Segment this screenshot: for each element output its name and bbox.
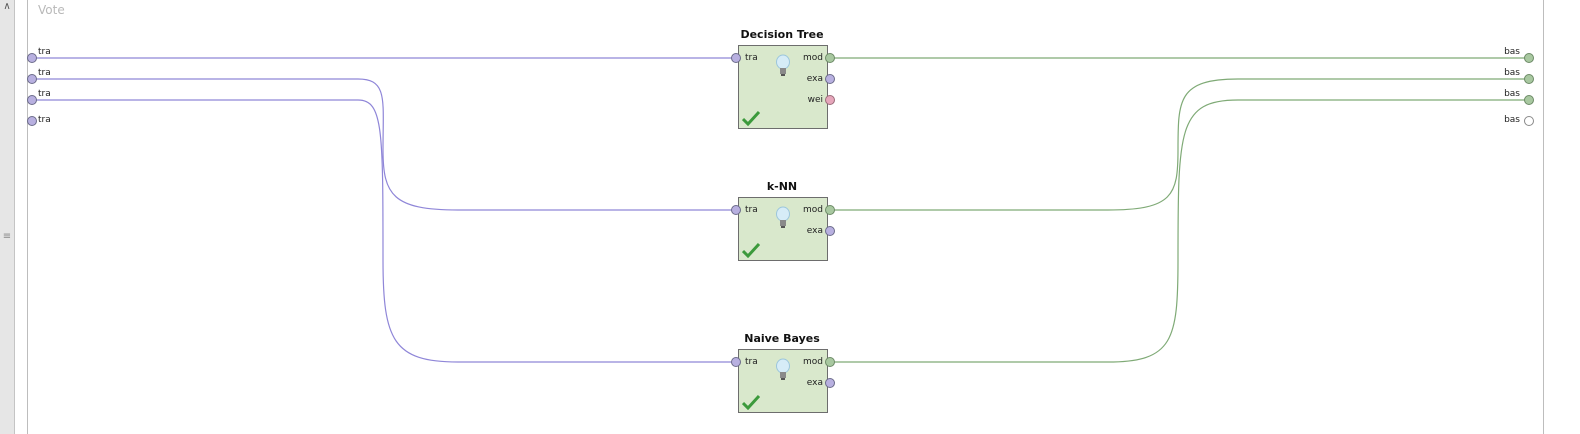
operator-output-label: mod <box>803 357 823 367</box>
operator-input-label: tra <box>745 53 758 63</box>
wire-input-2-knn <box>33 78 734 211</box>
scroll-up-icon[interactable]: ∧ <box>3 1 11 12</box>
lightbulb-icon <box>776 358 790 380</box>
process-canvas[interactable]: Vote tra tra tra tra bas bas bas bas Dec… <box>27 0 1544 434</box>
scrollbar-grip-icon[interactable]: ≡ <box>2 231 12 242</box>
lightbulb-icon <box>776 206 790 228</box>
operator-input-port[interactable] <box>731 53 741 63</box>
input-port-label: tra <box>38 47 51 57</box>
input-port-label: tra <box>38 68 51 78</box>
operator-input-port[interactable] <box>731 357 741 367</box>
operator-output-label: mod <box>803 205 823 215</box>
input-port-label: tra <box>38 115 51 125</box>
operator-model-port[interactable] <box>825 357 835 367</box>
operator-input-label: tra <box>745 357 758 367</box>
input-port[interactable] <box>27 116 37 126</box>
output-port-label: bas <box>1504 47 1520 57</box>
subprocess-title: Vote <box>38 3 65 17</box>
output-port-label: bas <box>1504 89 1520 99</box>
operator-output-label: exa <box>806 74 823 84</box>
operator-naive-bayes[interactable]: tra mod exa <box>738 349 828 413</box>
output-port-label: bas <box>1504 115 1520 125</box>
operator-knn[interactable]: tra mod exa <box>738 197 828 261</box>
operator-output-label: wei <box>807 95 823 105</box>
status-ok-icon <box>742 110 760 126</box>
output-port[interactable] <box>1524 74 1534 84</box>
operator-example-port[interactable] <box>825 378 835 388</box>
output-port-label: bas <box>1504 68 1520 78</box>
operator-example-port[interactable] <box>825 74 835 84</box>
input-port-label: tra <box>38 89 51 99</box>
wire-model-knn <box>834 78 1528 211</box>
operator-output-label: exa <box>806 378 823 388</box>
operator-input-port[interactable] <box>731 205 741 215</box>
operator-example-port[interactable] <box>825 226 835 236</box>
input-port[interactable] <box>27 95 37 105</box>
operator-output-label: exa <box>806 226 823 236</box>
operator-decision-tree[interactable]: tra mod exa wei <box>738 45 828 129</box>
input-port[interactable] <box>27 74 37 84</box>
lightbulb-icon <box>776 54 790 76</box>
operator-input-label: tra <box>745 205 758 215</box>
output-port[interactable] <box>1524 95 1534 105</box>
connection-wires <box>33 57 1528 363</box>
operator-model-port[interactable] <box>825 53 835 63</box>
operator-weights-port[interactable] <box>825 95 835 105</box>
operator-output-label: mod <box>803 53 823 63</box>
status-ok-icon <box>742 242 760 258</box>
output-port[interactable] <box>1524 53 1534 63</box>
operator-title: Naive Bayes <box>744 332 820 345</box>
vertical-scrollbar[interactable]: ∧ ≡ <box>0 0 15 434</box>
input-port[interactable] <box>27 53 37 63</box>
wire-input-3-naive-bayes <box>33 99 734 363</box>
output-port[interactable] <box>1524 116 1534 126</box>
status-ok-icon <box>742 394 760 410</box>
operator-title: Decision Tree <box>740 28 824 41</box>
operator-model-port[interactable] <box>825 205 835 215</box>
operator-title: k-NN <box>766 180 798 193</box>
wire-model-naive-bayes <box>834 99 1528 363</box>
